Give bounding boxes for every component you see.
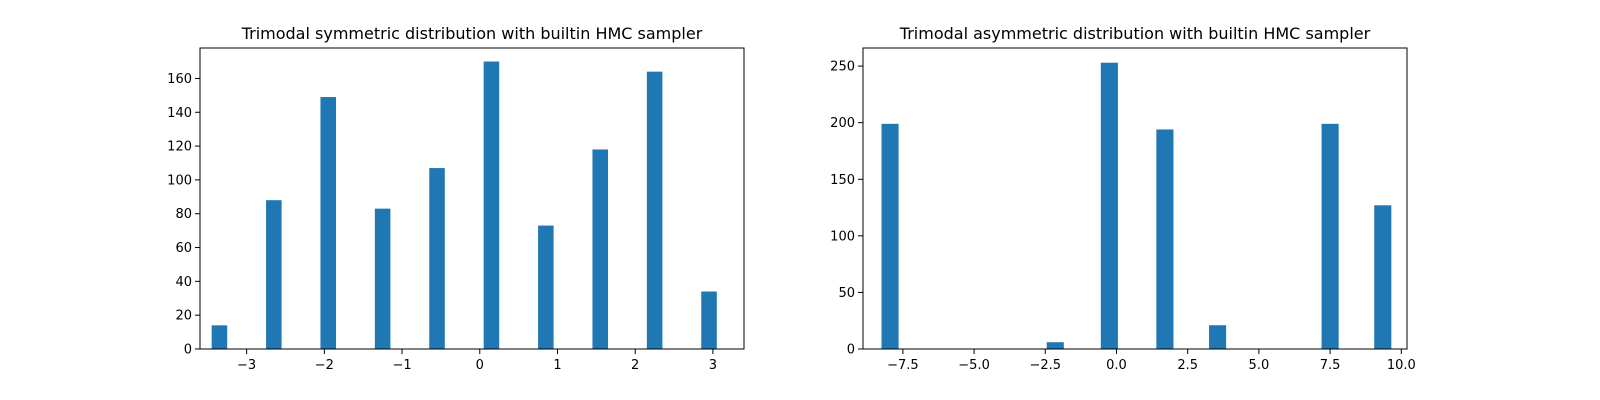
left-chart-x-tick-label: 0 bbox=[476, 358, 484, 373]
left-chart-y-tick-label: 160 bbox=[167, 72, 192, 87]
right-chart-x-axis: −7.5 −5.0 −2.5 0.0 2.5 5.0 7.5 10.0 bbox=[887, 349, 1416, 373]
right-chart-x-tick-label: 0.0 bbox=[1106, 358, 1127, 373]
right-chart: Trimodal asymmetric distribution with bu… bbox=[830, 24, 1416, 373]
left-chart-y-tick-label: 20 bbox=[175, 309, 192, 324]
left-chart-bar-4 bbox=[429, 168, 445, 349]
left-chart-x-tick-label: 3 bbox=[709, 358, 717, 373]
left-chart-y-tick-label: 0 bbox=[184, 343, 192, 358]
left-chart-y-tick-label: 40 bbox=[175, 275, 192, 290]
right-chart-bar-6 bbox=[1374, 205, 1392, 349]
right-chart-x-tick-label: 7.5 bbox=[1320, 358, 1341, 373]
right-chart-y-tick-label: 0 bbox=[847, 343, 855, 358]
right-chart-y-tick-label: 150 bbox=[830, 173, 855, 188]
left-chart-y-tick-label: 80 bbox=[175, 207, 192, 222]
right-chart-axes-frame bbox=[862, 47, 1408, 350]
left-chart-y-tick-label: 140 bbox=[167, 106, 192, 121]
right-chart-bars bbox=[881, 62, 1392, 350]
left-chart-bar-2 bbox=[320, 97, 336, 349]
right-chart-x-tick-label: −5.0 bbox=[958, 358, 990, 373]
right-chart-x-tick-label: 2.5 bbox=[1177, 358, 1198, 373]
left-chart-y-tick-label: 60 bbox=[175, 241, 192, 256]
left-chart-bar-8 bbox=[646, 71, 663, 350]
left-chart-bar-0 bbox=[211, 325, 228, 349]
left-chart-y-axis: 0 20 40 60 80 100 120 140 160 bbox=[167, 72, 200, 358]
left-chart-bar-3 bbox=[374, 208, 391, 349]
left-chart-bars bbox=[211, 61, 717, 350]
left-chart-x-tick-label: 2 bbox=[631, 358, 639, 373]
right-chart-bar-2 bbox=[1100, 62, 1118, 350]
right-chart-title: Trimodal asymmetric distribution with bu… bbox=[899, 24, 1371, 43]
right-chart-y-tick-label: 250 bbox=[830, 60, 855, 75]
left-chart-y-tick-label: 120 bbox=[167, 140, 192, 155]
right-chart-x-tick-label: 10.0 bbox=[1387, 358, 1416, 373]
left-chart-x-tick-label: 1 bbox=[553, 358, 561, 373]
left-chart-x-tick-label: −2 bbox=[315, 358, 334, 373]
right-chart-y-tick-label: 200 bbox=[830, 116, 855, 131]
right-chart-bar-3 bbox=[1156, 129, 1174, 349]
right-chart-x-tick-label: −2.5 bbox=[1029, 358, 1061, 373]
left-chart-title: Trimodal symmetric distribution with bui… bbox=[241, 24, 703, 43]
right-chart-y-tick-label: 100 bbox=[830, 229, 855, 244]
right-chart-bar-4 bbox=[1209, 325, 1227, 349]
left-chart-y-tick-label: 100 bbox=[167, 173, 192, 188]
left-chart-x-tick-label: −3 bbox=[237, 358, 256, 373]
right-chart-x-tick-label: 5.0 bbox=[1249, 358, 1270, 373]
left-chart-x-tick-label: −1 bbox=[392, 358, 411, 373]
left-chart-axes-frame bbox=[199, 47, 745, 350]
right-chart-y-tick-label: 50 bbox=[838, 286, 855, 301]
left-chart-bar-5 bbox=[483, 61, 500, 349]
left-chart-bar-6 bbox=[538, 225, 554, 349]
right-chart-y-axis: 0 50 100 150 200 250 bbox=[830, 60, 863, 358]
left-chart-bar-9 bbox=[701, 291, 717, 349]
right-chart-bar-0 bbox=[881, 123, 899, 349]
right-chart-bar-1 bbox=[1046, 342, 1064, 349]
right-chart-bar-5 bbox=[1321, 123, 1339, 349]
left-chart: Trimodal symmetric distribution with bui… bbox=[167, 24, 745, 373]
left-chart-bar-7 bbox=[592, 149, 608, 349]
right-chart-x-tick-label: −7.5 bbox=[887, 358, 919, 373]
left-chart-x-axis: −3 −2 −1 0 1 2 3 bbox=[237, 349, 717, 373]
left-chart-bar-1 bbox=[266, 200, 282, 349]
